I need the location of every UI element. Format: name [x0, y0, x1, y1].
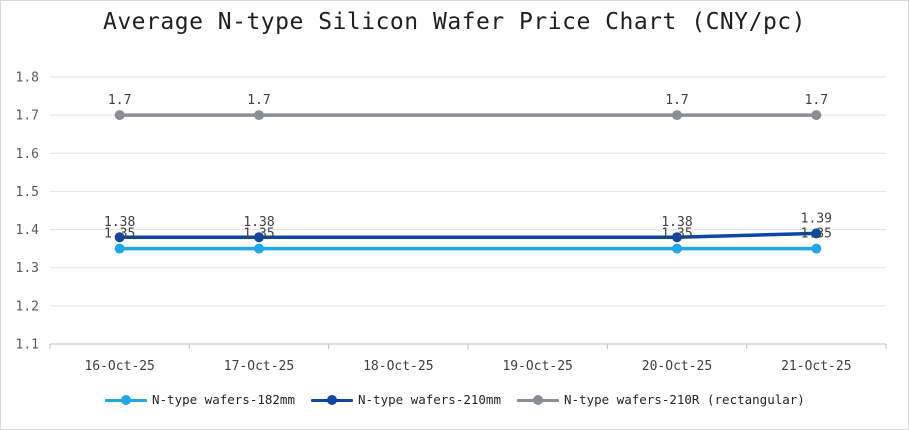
data-label: 1.38 [243, 215, 274, 230]
data-point [672, 232, 682, 243]
data-label: 1.7 [665, 93, 688, 108]
x-tick-label: 16-Oct-25 [84, 359, 154, 374]
data-point [114, 243, 125, 254]
data-label: 1.35 [661, 227, 692, 242]
data-label: 1.39 [801, 211, 832, 226]
legend-swatch-210mm [311, 394, 353, 406]
data-point [114, 232, 125, 243]
data-point [254, 232, 264, 243]
data-point [114, 110, 125, 121]
chart-legend: N-type wafers-182mm N-type wafers-210mm … [105, 392, 821, 407]
x-tick-label: 17-Oct-25 [224, 359, 294, 374]
data-label: 1.7 [805, 93, 828, 108]
y-tick-label: 1.1 [16, 338, 39, 353]
series-line-1 [117, 231, 819, 239]
x-tick-label: 19-Oct-25 [502, 359, 572, 374]
data-point [811, 228, 822, 239]
data-label: 1.7 [247, 93, 270, 108]
y-tick-label: 1.6 [16, 147, 39, 162]
legend-label-182mm: N-type wafers-182mm [152, 392, 295, 407]
data-point [254, 110, 264, 121]
data-label: 1.35 [104, 227, 135, 242]
legend-item-210r[interactable]: N-type wafers-210R (rectangular) [517, 392, 805, 407]
data-label: 1.38 [104, 215, 135, 230]
data-point [811, 110, 822, 121]
data-label: 1.38 [661, 215, 692, 230]
legend-label-210mm: N-type wafers-210mm [358, 392, 501, 407]
legend-item-210mm[interactable]: N-type wafers-210mm [311, 392, 501, 407]
y-tick-label: 1.8 [16, 71, 39, 86]
data-point [672, 243, 682, 254]
x-tick-label: 20-Oct-25 [642, 359, 712, 374]
data-label: 1.35 [243, 227, 274, 242]
legend-swatch-182mm [105, 394, 147, 406]
y-tick-label: 1.3 [16, 261, 39, 276]
data-label: 1.7 [108, 93, 131, 108]
legend-item-182mm[interactable]: N-type wafers-182mm [105, 392, 295, 407]
y-tick-label: 1.2 [16, 299, 39, 314]
data-point [811, 243, 822, 254]
data-point [254, 243, 264, 254]
legend-swatch-210r [517, 394, 559, 406]
y-tick-label: 1.5 [16, 185, 39, 200]
y-tick-label: 1.4 [16, 223, 40, 238]
data-point [672, 110, 682, 121]
y-tick-label: 1.7 [16, 109, 39, 124]
x-tick-label: 18-Oct-25 [363, 359, 433, 374]
legend-label-210r: N-type wafers-210R (rectangular) [564, 392, 805, 407]
x-tick-label: 21-Oct-25 [781, 359, 851, 374]
data-label: 1.35 [801, 227, 832, 242]
chart-title: Average N-type Silicon Wafer Price Chart… [102, 9, 806, 35]
